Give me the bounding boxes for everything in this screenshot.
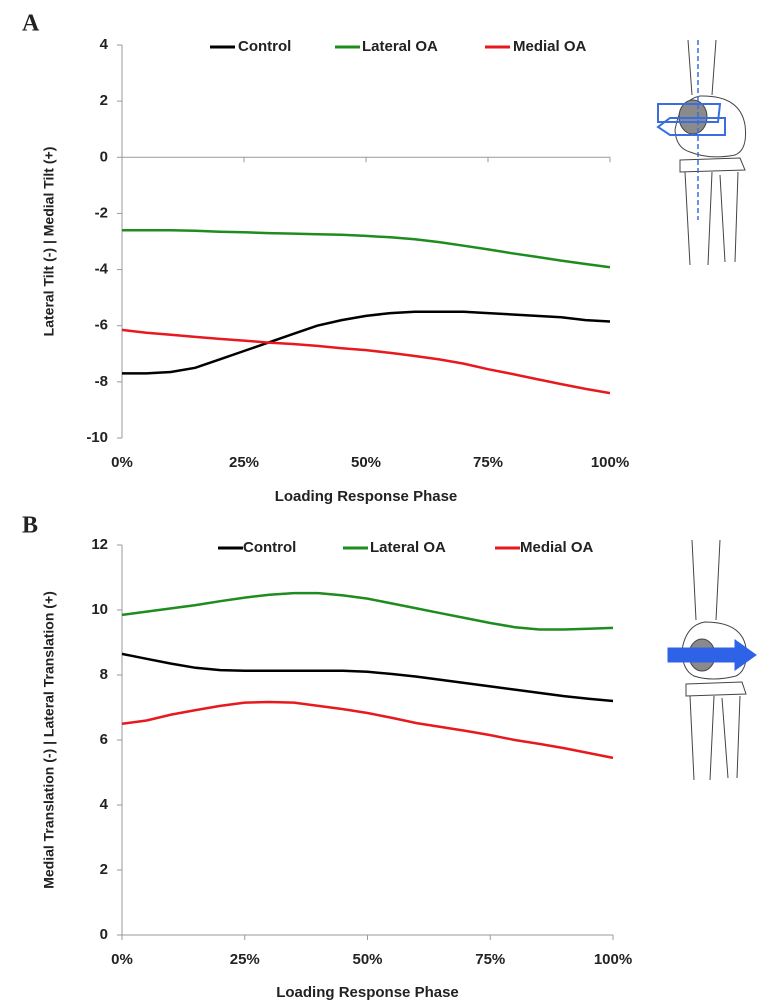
- series-line: [121, 700, 614, 760]
- x-tick-label: 100%: [594, 951, 632, 968]
- legend-label: Lateral OA: [362, 38, 438, 55]
- y-axis-label: Lateral Tilt (-) | Medial Tilt (+): [41, 147, 57, 337]
- panel-label: B: [22, 513, 38, 539]
- y-tick-label: 12: [91, 536, 108, 553]
- series-line: [122, 310, 611, 375]
- legend-label: Medial OA: [513, 38, 587, 55]
- x-axis-label: Loading Response Phase: [276, 984, 459, 1001]
- x-tick-label: 0%: [111, 951, 133, 968]
- y-tick-label: 2: [100, 92, 108, 109]
- y-tick-label: 4: [100, 796, 109, 813]
- y-tick-label: 8: [100, 666, 108, 683]
- y-axis-label: Medial Translation (-) | Lateral Transla…: [41, 591, 57, 889]
- y-tick-label: 2: [100, 861, 108, 878]
- legend-label: Control: [238, 38, 291, 55]
- x-tick-label: 25%: [229, 454, 259, 471]
- y-tick-label: -4: [95, 261, 109, 278]
- knee-illustration-b: [667, 539, 757, 781]
- y-tick-label: -8: [95, 373, 108, 390]
- y-tick-label: -2: [95, 204, 108, 221]
- y-tick-label: 10: [91, 601, 108, 618]
- x-tick-label: 0%: [111, 454, 133, 471]
- x-tick-label: 100%: [591, 454, 629, 471]
- panel-label: A: [22, 11, 40, 37]
- x-tick-label: 50%: [351, 454, 381, 471]
- series-line: [121, 328, 611, 395]
- y-tick-label: 0: [100, 926, 108, 943]
- x-tick-label: 75%: [473, 454, 503, 471]
- knee-illustration-a: [656, 39, 746, 266]
- legend-label: Medial OA: [520, 539, 594, 556]
- series-line: [122, 229, 611, 269]
- x-tick-label: 75%: [475, 951, 505, 968]
- y-tick-label: 0: [100, 148, 108, 165]
- y-tick-label: 6: [100, 731, 108, 748]
- y-tick-label: 4: [100, 36, 109, 53]
- series-line: [121, 591, 614, 631]
- x-tick-label: 50%: [352, 951, 382, 968]
- y-tick-label: -10: [86, 429, 108, 446]
- x-tick-label: 25%: [230, 951, 260, 968]
- x-axis-label: Loading Response Phase: [275, 488, 458, 505]
- series-line: [121, 652, 614, 703]
- legend-label: Lateral OA: [370, 539, 446, 556]
- legend-label: Control: [243, 539, 296, 556]
- y-tick-label: -6: [95, 317, 108, 334]
